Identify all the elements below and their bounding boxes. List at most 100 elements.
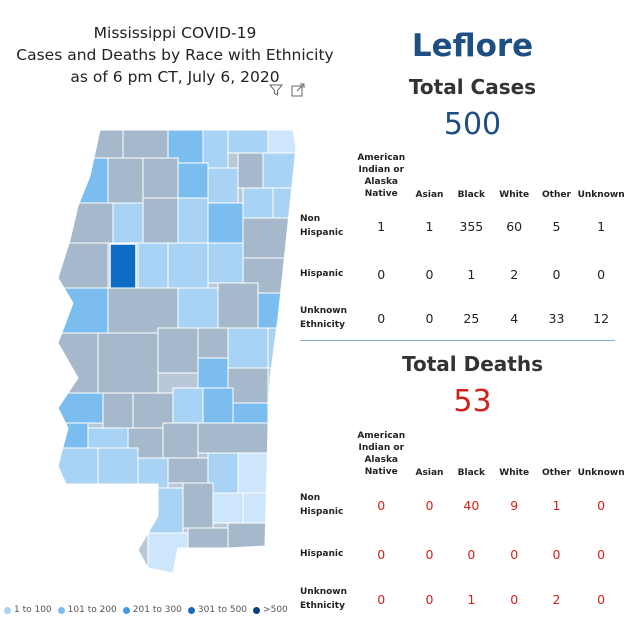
table-cell: 355 xyxy=(459,218,484,234)
county-shape xyxy=(237,452,269,494)
county-shape xyxy=(87,130,124,159)
table-row: Hispanic 0 0 1 2 0 0 xyxy=(298,252,625,296)
column-header: Other xyxy=(542,190,571,200)
county-shape xyxy=(217,282,259,329)
county-shape xyxy=(87,427,129,449)
legend-label: 301 to 500 xyxy=(197,605,248,615)
table-cell: 12 xyxy=(593,310,610,326)
column-header: American Indian or Alaska Native xyxy=(357,431,406,477)
total-cases-value: 500 xyxy=(443,107,502,142)
table-row: Unknown Ethnicity 0 0 25 4 33 12 xyxy=(298,296,625,340)
county-shape xyxy=(167,457,209,484)
table-cell: 33 xyxy=(548,310,565,326)
county-shape xyxy=(142,157,179,199)
table-cell: 1 xyxy=(467,266,476,282)
county-shape xyxy=(177,197,209,244)
row-header: Non Hispanic xyxy=(300,214,344,238)
total-deaths-label: Total Deaths xyxy=(402,352,543,376)
table-header-row: American Indian or Alaska Native Asian Bla… xyxy=(298,430,625,478)
county-shape xyxy=(157,327,199,374)
county-shape xyxy=(167,242,209,289)
table-cell: 60 xyxy=(506,218,523,234)
table-cell: 1 xyxy=(552,497,561,513)
table-row: Unknown Ethnicity 0 0 1 0 2 0 xyxy=(298,576,625,622)
column-header: Black xyxy=(457,468,485,478)
table-cell: 0 xyxy=(597,266,606,282)
table-cell: 2 xyxy=(510,266,519,282)
selected-county-name: Leflore xyxy=(411,28,534,64)
table-cell: 1 xyxy=(425,218,434,234)
corner-cell xyxy=(298,430,354,478)
county-shape xyxy=(162,422,199,459)
visual-header-icons xyxy=(268,82,306,98)
county-shape xyxy=(227,327,269,369)
total-cases-label: Total Cases xyxy=(408,75,537,99)
county-shape xyxy=(137,242,169,289)
county-shape xyxy=(237,152,264,189)
county-shape xyxy=(207,242,244,284)
table-cell: 0 xyxy=(597,591,606,607)
row-header: Unknown Ethnicity xyxy=(300,306,348,330)
county-shape xyxy=(182,482,214,529)
legend-item: >500 xyxy=(253,605,288,615)
legend-item: 1 to 100 xyxy=(4,605,52,615)
county-shape xyxy=(67,202,114,244)
table-cell: 0 xyxy=(467,546,476,562)
county-shape xyxy=(142,197,179,244)
county-shape xyxy=(177,162,209,199)
legend-swatch xyxy=(122,606,130,614)
county-shape xyxy=(242,187,274,219)
county-shape xyxy=(187,527,229,573)
total-deaths-value: 53 xyxy=(453,384,492,419)
county-shape xyxy=(97,332,159,394)
focus-mode-icon[interactable] xyxy=(290,82,306,98)
column-header: American Indian or Alaska Native xyxy=(357,153,406,199)
column-header: White xyxy=(499,468,530,478)
county-shape xyxy=(197,357,229,389)
legend-item: 301 to 500 xyxy=(187,605,248,615)
legend-item: 201 to 300 xyxy=(122,605,182,615)
county-shape xyxy=(202,130,229,169)
county-shape xyxy=(107,287,179,334)
legend-label: 1 to 100 xyxy=(14,605,52,615)
county-shape xyxy=(272,187,296,219)
table-cell: 25 xyxy=(463,310,480,326)
filter-icon[interactable] xyxy=(268,82,284,98)
county-shape xyxy=(137,457,169,489)
table-cell: 0 xyxy=(597,497,606,513)
legend-item: 101 to 200 xyxy=(57,605,117,615)
table-row: Non Hispanic 1 1 355 60 5 1 xyxy=(298,200,625,252)
table-cell: 9 xyxy=(510,497,519,513)
county-shape xyxy=(202,387,234,424)
county-shape xyxy=(147,532,189,573)
legend-swatch xyxy=(4,606,11,614)
county-shape xyxy=(107,157,144,204)
map-legend: 1 to 100 101 to 200 201 to 300 301 to 500 >5… xyxy=(4,605,288,615)
county-shape xyxy=(147,487,184,534)
county-shape xyxy=(122,130,169,159)
title-line-1: Mississippi COVID-19 xyxy=(93,24,257,42)
table-cell: 0 xyxy=(377,546,386,562)
report-title: Mississippi COVID-19 Cases and Deaths by… xyxy=(6,22,344,88)
county-shape xyxy=(58,287,109,334)
county-leflore-selected xyxy=(109,243,137,295)
county-shape xyxy=(132,392,174,429)
table-cell: 1 xyxy=(467,591,476,607)
county-shape xyxy=(242,217,296,259)
table-cell: 1 xyxy=(597,218,606,234)
column-header: Other xyxy=(542,468,571,478)
legend-swatch xyxy=(57,606,65,614)
table-cell: 0 xyxy=(425,591,434,607)
table-cell: 0 xyxy=(552,266,561,282)
county-shape xyxy=(102,392,134,429)
table-cell: 0 xyxy=(377,497,386,513)
county-shape xyxy=(58,422,89,449)
county-shape xyxy=(58,332,99,394)
corner-cell xyxy=(298,152,354,200)
county-shape xyxy=(58,447,99,489)
legend-label: 201 to 300 xyxy=(132,605,182,615)
mississippi-county-map[interactable] xyxy=(28,128,298,573)
column-header: Unknown xyxy=(577,468,625,478)
title-line-2: Cases and Deaths by Race with Ethnicity xyxy=(16,46,334,64)
table-cell: 0 xyxy=(377,591,386,607)
